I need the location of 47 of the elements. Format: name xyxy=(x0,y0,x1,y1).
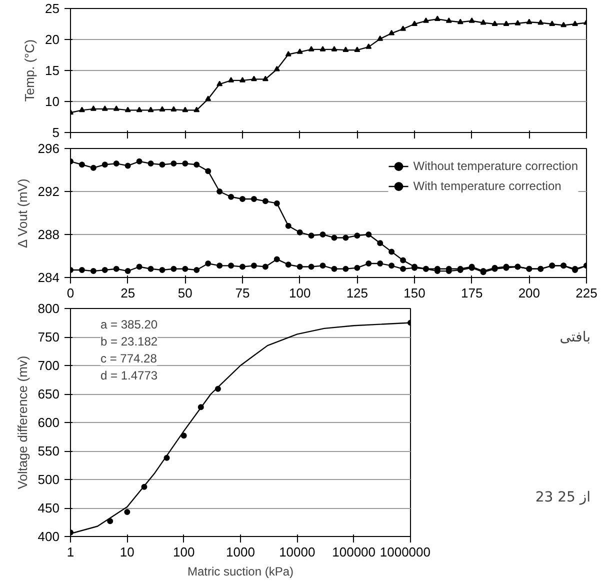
y-tick-label: 600 xyxy=(38,415,60,430)
y-tick-label: 5 xyxy=(52,125,60,140)
annotation: b = 23.182 xyxy=(100,334,158,348)
x-tick-label: 10 xyxy=(120,544,134,560)
x-tick-label: 50 xyxy=(178,286,192,300)
y-tick-label: 25 xyxy=(45,1,60,16)
text: بافتی xyxy=(560,330,590,346)
y-tick-label: 550 xyxy=(38,444,60,458)
legend-label: With temperature correction xyxy=(413,179,562,193)
y-axis-title: Temp. (°C) xyxy=(22,39,38,102)
x-tick-label: 150 xyxy=(404,286,426,300)
y-tick-label: 500 xyxy=(38,472,60,487)
x-tick-label: 0 xyxy=(66,286,74,300)
y-tick-label: 10 xyxy=(45,94,60,109)
y-tick-label: 284 xyxy=(38,270,60,285)
y-tick-label: 15 xyxy=(45,63,60,78)
y-tick-label: 700 xyxy=(38,358,60,373)
annotation: d = 1.4773 xyxy=(100,368,158,383)
y-tick-label: 450 xyxy=(38,500,60,516)
x-tick-label: 225 xyxy=(576,286,598,300)
x-tick-label: 200 xyxy=(518,286,540,300)
x-tick-label: 75 xyxy=(235,286,250,300)
y-axis-title: Δ Vout (mV) xyxy=(14,178,30,248)
x-tick-label: 100 xyxy=(172,544,195,560)
y-tick-label: 650 xyxy=(38,386,60,402)
x-tick-label: 175 xyxy=(460,286,483,300)
x-tick-label: 1000 xyxy=(226,544,255,560)
y-tick-label: 800 xyxy=(38,301,60,316)
x-tick-label: 1000000 xyxy=(380,544,431,560)
y-tick-label: 20 xyxy=(45,32,60,47)
y-axis-title: Voltage difference (mv) xyxy=(14,356,30,490)
y-tick-label: 288 xyxy=(38,227,60,242)
x-tick-label: 1 xyxy=(66,544,74,560)
annotation: c = 774.28 xyxy=(100,352,158,366)
x-tick-label: 10000 xyxy=(279,544,316,560)
legend-label: Without temperature correction xyxy=(413,159,578,173)
text: 23 از 25 xyxy=(535,490,591,506)
x-tick-label: 100 xyxy=(288,286,311,300)
annotation: a = 385.20 xyxy=(100,317,158,332)
x-tick-label: 25 xyxy=(120,286,136,300)
x-axis-title: Matric suction (kPa) xyxy=(187,564,294,578)
y-tick-label: 750 xyxy=(38,330,60,344)
y-tick-label: 292 xyxy=(38,184,60,199)
y-tick-label: 296 xyxy=(38,141,60,156)
y-tick-label: 400 xyxy=(38,529,60,544)
x-tick-label: 100000 xyxy=(332,544,376,560)
x-tick-label: 125 xyxy=(346,286,368,300)
